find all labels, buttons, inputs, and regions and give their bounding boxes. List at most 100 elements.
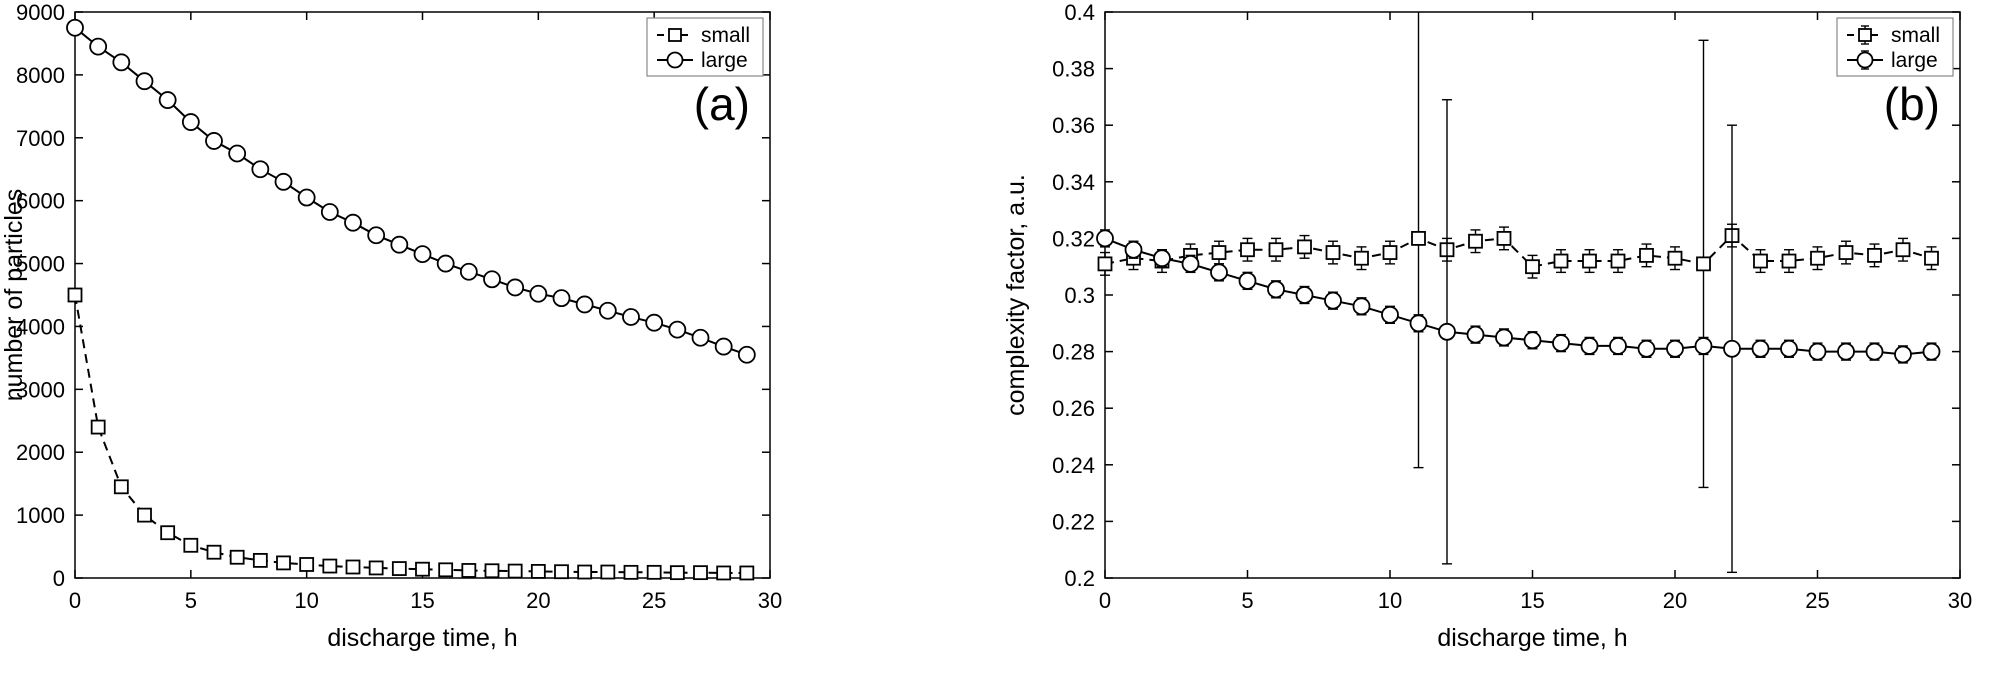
circle-marker — [1324, 291, 1342, 310]
square-marker — [391, 561, 407, 576]
square-marker — [1211, 245, 1227, 260]
y-tick-label: 0.32 — [1052, 226, 1095, 251]
x-tick-label: 0 — [69, 588, 81, 613]
x-tick-label: 10 — [1378, 588, 1402, 613]
y-tick-label: 3000 — [16, 377, 65, 402]
circle-marker — [205, 132, 223, 150]
y-tick-label: 0.22 — [1052, 509, 1095, 534]
x-axis-label: discharge time, h — [1437, 624, 1627, 652]
circle-marker — [344, 213, 362, 232]
circle-marker — [320, 203, 339, 221]
square-marker — [206, 544, 222, 560]
legend-label: small — [1891, 24, 1940, 47]
square-marker — [1753, 253, 1768, 269]
circle-marker — [483, 270, 501, 289]
square-marker — [1895, 242, 1911, 258]
x-tick-label: 25 — [1805, 588, 1829, 613]
circle-marker — [1751, 339, 1770, 358]
circle-marker — [158, 91, 177, 109]
square-marker — [577, 564, 593, 580]
circle-marker — [274, 172, 293, 191]
square-marker — [739, 565, 755, 581]
square-marker — [646, 564, 662, 580]
y-tick-label: 0.36 — [1052, 113, 1095, 138]
circle-marker — [1922, 342, 1941, 361]
circle-marker — [668, 320, 687, 339]
x-tick-label: 20 — [526, 588, 550, 613]
circle-marker — [598, 301, 617, 320]
square-marker — [716, 565, 732, 581]
circle-marker — [1096, 229, 1114, 248]
circle-marker — [575, 295, 594, 314]
square-marker — [693, 565, 708, 581]
square-marker — [1297, 239, 1312, 255]
circle-marker — [1352, 297, 1371, 316]
square-marker — [1867, 247, 1882, 263]
circle-marker — [367, 226, 386, 245]
y-tick-label: 1000 — [16, 503, 65, 528]
square-marker — [1411, 230, 1426, 246]
square-marker — [484, 563, 500, 579]
square-marker — [322, 558, 338, 574]
square-marker — [1582, 253, 1597, 269]
circle-marker — [1894, 345, 1912, 364]
x-tick-label: 20 — [1663, 588, 1687, 613]
square-marker — [137, 507, 152, 523]
circle-marker — [436, 254, 455, 273]
circle-marker — [714, 337, 733, 356]
circle-marker — [529, 284, 548, 303]
square-marker — [554, 564, 569, 580]
circle-marker — [1666, 339, 1684, 358]
circle-marker — [1609, 337, 1627, 355]
circle-marker — [1495, 328, 1513, 347]
square-marker — [1810, 250, 1825, 266]
circle-marker — [1295, 286, 1314, 304]
square-marker — [1354, 250, 1369, 266]
circle-marker — [1153, 249, 1171, 268]
square-marker — [1639, 247, 1654, 263]
square-marker — [276, 555, 291, 571]
square-marker — [252, 552, 268, 568]
series-large — [66, 18, 756, 364]
circle-marker — [552, 289, 571, 308]
circle-marker — [1808, 342, 1827, 361]
circle-marker — [135, 72, 154, 91]
legend-square-marker — [1858, 28, 1872, 42]
plot-box — [1104, 11, 1961, 579]
circle-marker — [1124, 240, 1143, 259]
y-axis-label: complexity factor, a.u. — [1002, 174, 1030, 416]
series-line-large — [1104, 237, 1932, 356]
x-tick-label: 0 — [1099, 588, 1111, 613]
square-marker — [530, 563, 546, 579]
circle-marker — [1637, 339, 1656, 358]
legend-circle-marker — [1856, 51, 1874, 69]
circle-marker — [622, 308, 640, 326]
legend-square-marker — [668, 28, 682, 42]
series-line-small — [1104, 234, 1932, 268]
y-tick-label: 0.28 — [1052, 340, 1095, 365]
square-marker — [1781, 253, 1797, 269]
square-marker — [1696, 256, 1711, 272]
legend-label: large — [1891, 49, 1938, 72]
circle-marker — [181, 113, 200, 131]
circle-marker — [228, 144, 247, 163]
circle-marker — [737, 345, 756, 364]
series-small — [67, 287, 755, 581]
panel-letter: (b) — [1884, 78, 1940, 130]
circle-marker — [1780, 339, 1798, 358]
legend-label: small — [701, 24, 750, 47]
x-tick-label: 15 — [1520, 588, 1544, 613]
panel-b-chart: 0 5 10 15 20 25 30 0.2 0.22 0.24 0.26 0.28 0.3 0.32 0.… — [998, 0, 1996, 676]
y-tick-label: 4000 — [16, 314, 65, 339]
circle-marker — [1580, 337, 1599, 355]
y-tick-label: 0.3 — [1064, 283, 1095, 308]
circle-marker — [1837, 342, 1855, 361]
y-tick-label: 0.38 — [1052, 57, 1095, 82]
circle-marker — [645, 313, 664, 332]
square-marker — [1325, 245, 1341, 260]
circle-marker — [251, 160, 270, 179]
y-axis-label: number of particles — [0, 189, 28, 402]
